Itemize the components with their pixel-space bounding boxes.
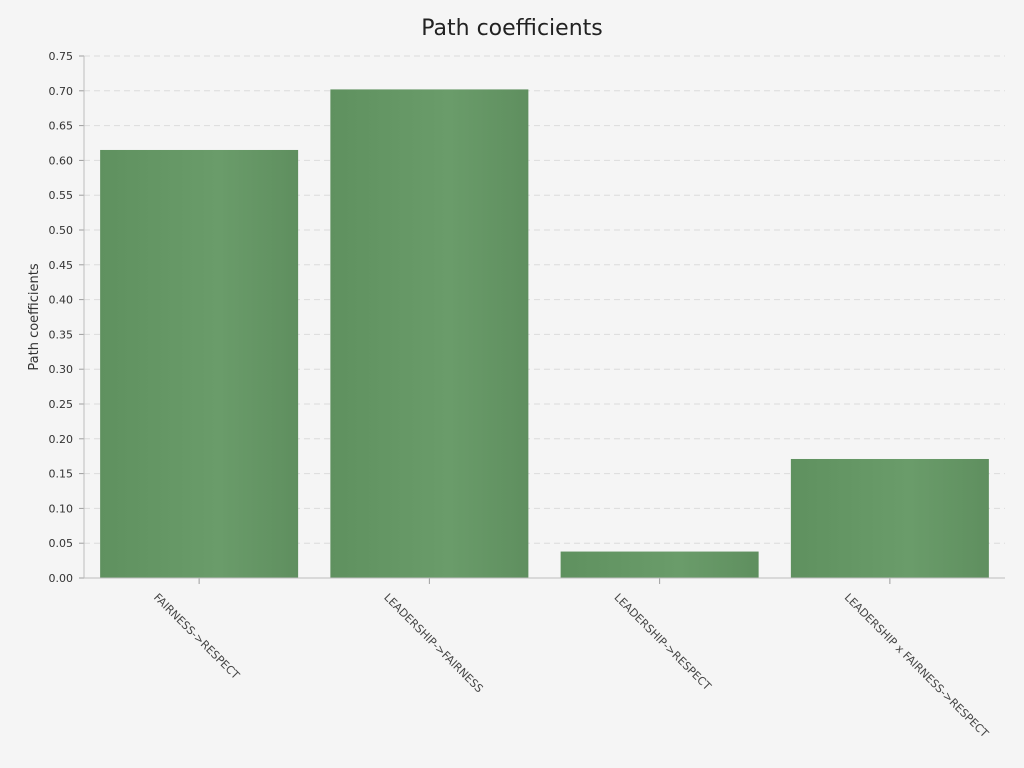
y-tick-label: 0.60 — [49, 154, 74, 167]
y-tick-label: 0.65 — [49, 120, 74, 133]
y-tick-label: 0.75 — [49, 50, 74, 63]
bar-1[interactable] — [330, 89, 529, 579]
x-tick-label: LEADERSHIP->RESPECT — [612, 591, 714, 693]
y-tick-label: 0.00 — [49, 572, 74, 585]
chart-title: Path coefficients — [421, 16, 602, 41]
y-tick-label: 0.30 — [49, 363, 74, 376]
y-tick-label: 0.25 — [49, 398, 74, 411]
axes — [79, 55, 1005, 584]
y-tick-label: 0.10 — [49, 502, 74, 515]
y-tick-label: 0.40 — [49, 294, 74, 307]
bar-2[interactable] — [560, 551, 759, 578]
bar-0[interactable] — [100, 149, 299, 578]
y-tick-label: 0.70 — [49, 85, 74, 98]
y-tick-label: 0.05 — [49, 537, 74, 550]
y-tick-label: 0.50 — [49, 224, 74, 237]
y-tick-label: 0.45 — [49, 259, 74, 272]
y-axis-label: Path coefficients — [27, 263, 42, 370]
y-tick-label: 0.35 — [49, 328, 74, 341]
x-tick-label: FAIRNESS->RESPECT — [151, 591, 242, 682]
y-tick-label: 0.20 — [49, 433, 74, 446]
y-tick-label: 0.15 — [49, 468, 74, 481]
x-tick-label: LEADERSHIP x FAIRNESS->RESPECT — [842, 591, 991, 740]
bar-3[interactable] — [790, 458, 989, 578]
bars — [100, 89, 989, 579]
x-tick-label: LEADERSHIP->FAIRNESS — [381, 591, 485, 695]
y-tick-label: 0.55 — [49, 189, 74, 202]
